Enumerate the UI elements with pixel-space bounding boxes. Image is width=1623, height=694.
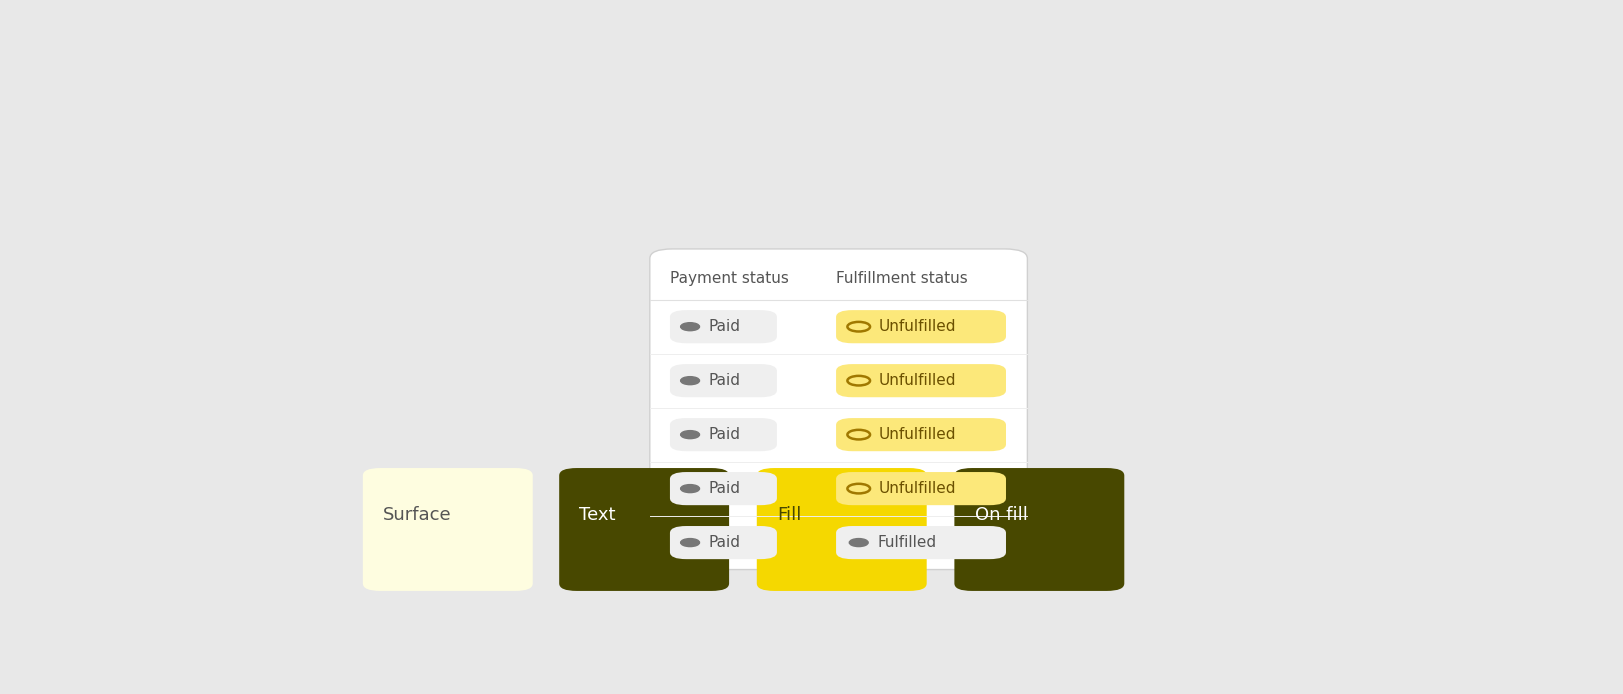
FancyBboxPatch shape: [836, 526, 1005, 559]
FancyBboxPatch shape: [558, 468, 729, 591]
Text: Paid: Paid: [709, 427, 740, 442]
FancyBboxPatch shape: [954, 468, 1123, 591]
Text: Paid: Paid: [709, 535, 740, 550]
Text: Unfulfilled: Unfulfilled: [878, 373, 956, 388]
Text: Payment status: Payment status: [670, 271, 789, 286]
FancyBboxPatch shape: [670, 472, 776, 505]
Circle shape: [680, 539, 700, 547]
Circle shape: [680, 484, 700, 493]
FancyBboxPatch shape: [649, 249, 1027, 570]
FancyBboxPatch shape: [670, 418, 776, 451]
FancyBboxPatch shape: [670, 526, 776, 559]
FancyBboxPatch shape: [836, 310, 1005, 344]
Circle shape: [680, 323, 700, 331]
Circle shape: [849, 539, 868, 547]
Text: Text: Text: [579, 506, 615, 524]
FancyBboxPatch shape: [756, 468, 927, 591]
Text: On fill: On fill: [974, 506, 1027, 524]
Text: Unfulfilled: Unfulfilled: [878, 427, 956, 442]
Text: Paid: Paid: [709, 481, 740, 496]
FancyBboxPatch shape: [670, 310, 776, 344]
Circle shape: [680, 430, 700, 439]
Text: Fulfillment status: Fulfillment status: [836, 271, 967, 286]
Text: Paid: Paid: [709, 319, 740, 335]
Circle shape: [680, 377, 700, 384]
FancyBboxPatch shape: [836, 418, 1005, 451]
Text: Unfulfilled: Unfulfilled: [878, 319, 956, 335]
FancyBboxPatch shape: [670, 364, 776, 397]
Text: Paid: Paid: [709, 373, 740, 388]
Text: Fulfilled: Fulfilled: [876, 535, 936, 550]
FancyBboxPatch shape: [836, 472, 1005, 505]
FancyBboxPatch shape: [362, 468, 532, 591]
Text: Fill: Fill: [776, 506, 800, 524]
FancyBboxPatch shape: [836, 364, 1005, 397]
Text: Surface: Surface: [383, 506, 451, 524]
Text: Unfulfilled: Unfulfilled: [878, 481, 956, 496]
